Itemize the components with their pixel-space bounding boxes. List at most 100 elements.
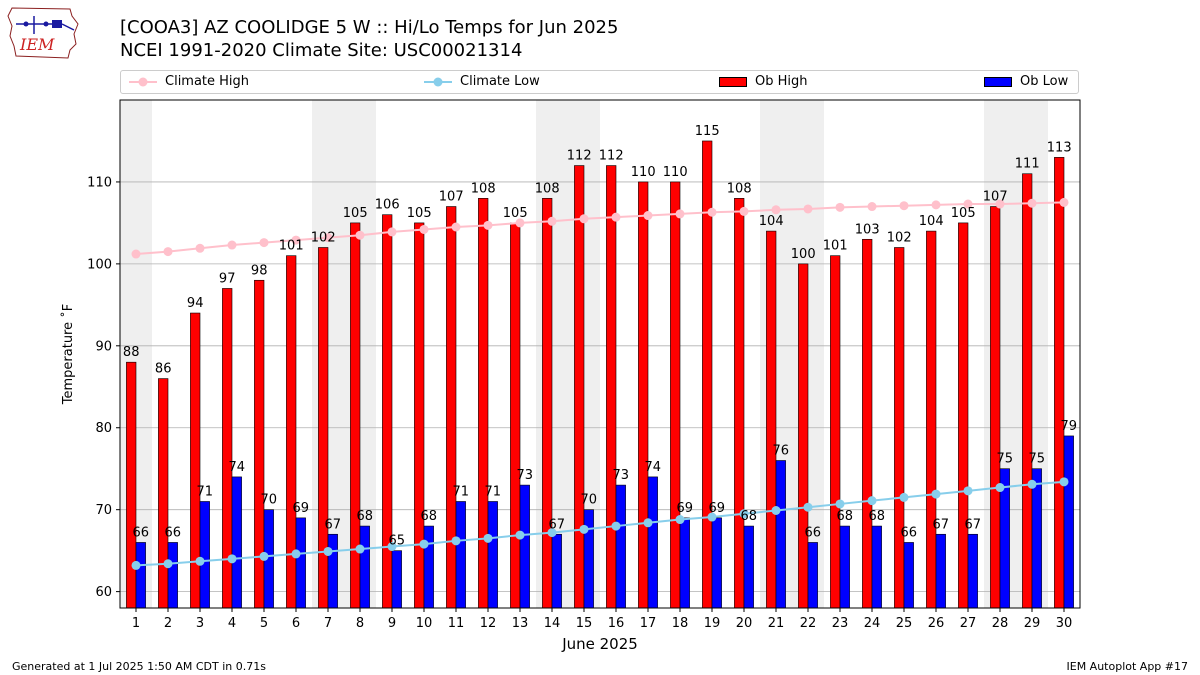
x-tick-label-2: 2 — [164, 616, 172, 631]
bar-ob-high-20 — [734, 198, 745, 609]
x-tick-label-12: 12 — [480, 616, 497, 631]
x-tick-label-30: 30 — [1056, 616, 1073, 631]
label-ob-low-12: 71 — [485, 484, 502, 499]
climate-high-point-7 — [323, 233, 333, 243]
label-ob-high-4: 97 — [219, 271, 236, 286]
climate-high-point-11 — [451, 222, 461, 232]
climate-low-point-10 — [419, 539, 429, 549]
climate-high-point-2 — [163, 247, 173, 257]
bar-ob-high-11 — [446, 206, 457, 609]
climate-high-point-4 — [227, 240, 237, 250]
label-ob-high-2: 86 — [155, 362, 172, 377]
legend: Climate High Climate Low Ob High Ob Low — [120, 70, 1079, 94]
climate-lines — [131, 197, 1069, 570]
bar-ob-high-26 — [926, 230, 937, 609]
label-ob-high-5: 98 — [251, 263, 268, 278]
legend-climate-high: Climate High — [129, 74, 249, 89]
x-tick-label-28: 28 — [992, 616, 1009, 631]
y-axis-label: Temperature ˚F — [60, 304, 76, 405]
climate-high-point-25 — [899, 201, 909, 211]
weekend-band-22 — [792, 100, 824, 608]
bar-ob-low-1 — [135, 542, 146, 609]
climate-high-point-23 — [835, 202, 845, 212]
label-ob-low-4: 74 — [229, 460, 246, 475]
x-tick-label-3: 3 — [196, 616, 204, 631]
label-ob-high-14: 108 — [535, 181, 560, 196]
climate-high-point-26 — [931, 200, 941, 210]
climate-high-point-10 — [419, 224, 429, 234]
x-axis-label: June 2025 — [561, 635, 638, 653]
climate-low-point-17 — [643, 518, 653, 528]
climate-low-point-2 — [163, 559, 173, 569]
label-ob-high-21: 104 — [759, 214, 784, 229]
climate-low-point-6 — [291, 549, 301, 559]
x-tick-label-18: 18 — [672, 616, 689, 631]
weekend-bands — [120, 100, 1048, 608]
legend-ob-high-label: Ob High — [755, 74, 808, 89]
climate-low-point-3 — [195, 556, 205, 566]
bar-ob-high-12 — [478, 198, 489, 609]
bar-ob-low-5 — [263, 509, 274, 609]
label-ob-low-17: 74 — [645, 460, 662, 475]
bar-ob-low-14 — [551, 533, 562, 609]
label-ob-low-24: 68 — [869, 509, 886, 524]
label-ob-high-28: 107 — [983, 190, 1008, 205]
climate-low-point-25 — [899, 492, 909, 502]
climate-high-point-30 — [1059, 197, 1069, 207]
legend-climate-low: Climate Low — [424, 74, 540, 89]
climate-low-point-8 — [355, 544, 365, 554]
label-ob-high-13: 105 — [503, 206, 528, 221]
label-ob-high-15: 112 — [567, 149, 592, 164]
bar-ob-high-25 — [894, 247, 905, 609]
climate-low-point-30 — [1059, 477, 1069, 487]
x-tick-label-7: 7 — [324, 616, 332, 631]
climate-high-point-19 — [707, 207, 717, 217]
label-ob-high-1: 88 — [123, 345, 140, 360]
climate-high-point-22 — [803, 204, 813, 214]
climate-high-point-5 — [259, 238, 269, 248]
y-tick-label-110: 110 — [87, 175, 112, 190]
bar-ob-low-11 — [455, 501, 466, 609]
legend-ob-low: Ob Low — [984, 74, 1068, 89]
climate-high-point-1 — [131, 249, 141, 259]
climate-low-point-22 — [803, 502, 813, 512]
svg-text:IEM: IEM — [19, 35, 55, 54]
legend-climate-low-swatch — [424, 77, 452, 86]
x-tick-label-9: 9 — [388, 616, 396, 631]
climate-high-point-27 — [963, 199, 973, 209]
bar-ob-low-2 — [167, 542, 178, 609]
label-ob-low-1: 66 — [133, 525, 150, 540]
climate-high-point-14 — [547, 216, 557, 226]
bar-ob-low-24 — [871, 525, 882, 609]
label-ob-low-14: 67 — [549, 517, 566, 532]
bar-ob-high-2 — [158, 378, 169, 609]
climate-low-point-5 — [259, 551, 269, 561]
x-tick-label-8: 8 — [356, 616, 364, 631]
bar-ob-high-14 — [542, 198, 553, 609]
bar-ob-low-28 — [999, 468, 1010, 609]
label-ob-low-26: 67 — [933, 517, 950, 532]
label-ob-low-15: 70 — [581, 493, 598, 508]
bar-ob-high-16 — [606, 165, 617, 609]
climate-low-point-29 — [1027, 479, 1037, 489]
climate-low-point-23 — [835, 499, 845, 509]
climate-high-point-9 — [387, 227, 397, 237]
bar-ob-high-22 — [798, 263, 809, 609]
bar-ob-low-8 — [359, 525, 370, 609]
bar-ob-low-6 — [295, 517, 306, 609]
bar-ob-low-25 — [903, 542, 914, 609]
label-ob-high-6: 101 — [279, 239, 304, 254]
label-ob-high-7: 102 — [311, 230, 336, 245]
bar-ob-low-22 — [807, 542, 818, 609]
bar-ob-low-9 — [391, 550, 402, 609]
label-ob-low-8: 68 — [357, 509, 374, 524]
x-tick-label-17: 17 — [640, 616, 657, 631]
label-ob-low-5: 70 — [261, 493, 278, 508]
label-ob-low-25: 66 — [901, 525, 918, 540]
label-ob-high-16: 112 — [599, 149, 624, 164]
bar-ob-low-30 — [1063, 435, 1074, 609]
bar-ob-high-17 — [638, 181, 649, 609]
y-tick-label-100: 100 — [87, 257, 112, 272]
chart-title: [COOA3] AZ COOLIDGE 5 W :: Hi/Lo Temps f… — [120, 17, 619, 38]
